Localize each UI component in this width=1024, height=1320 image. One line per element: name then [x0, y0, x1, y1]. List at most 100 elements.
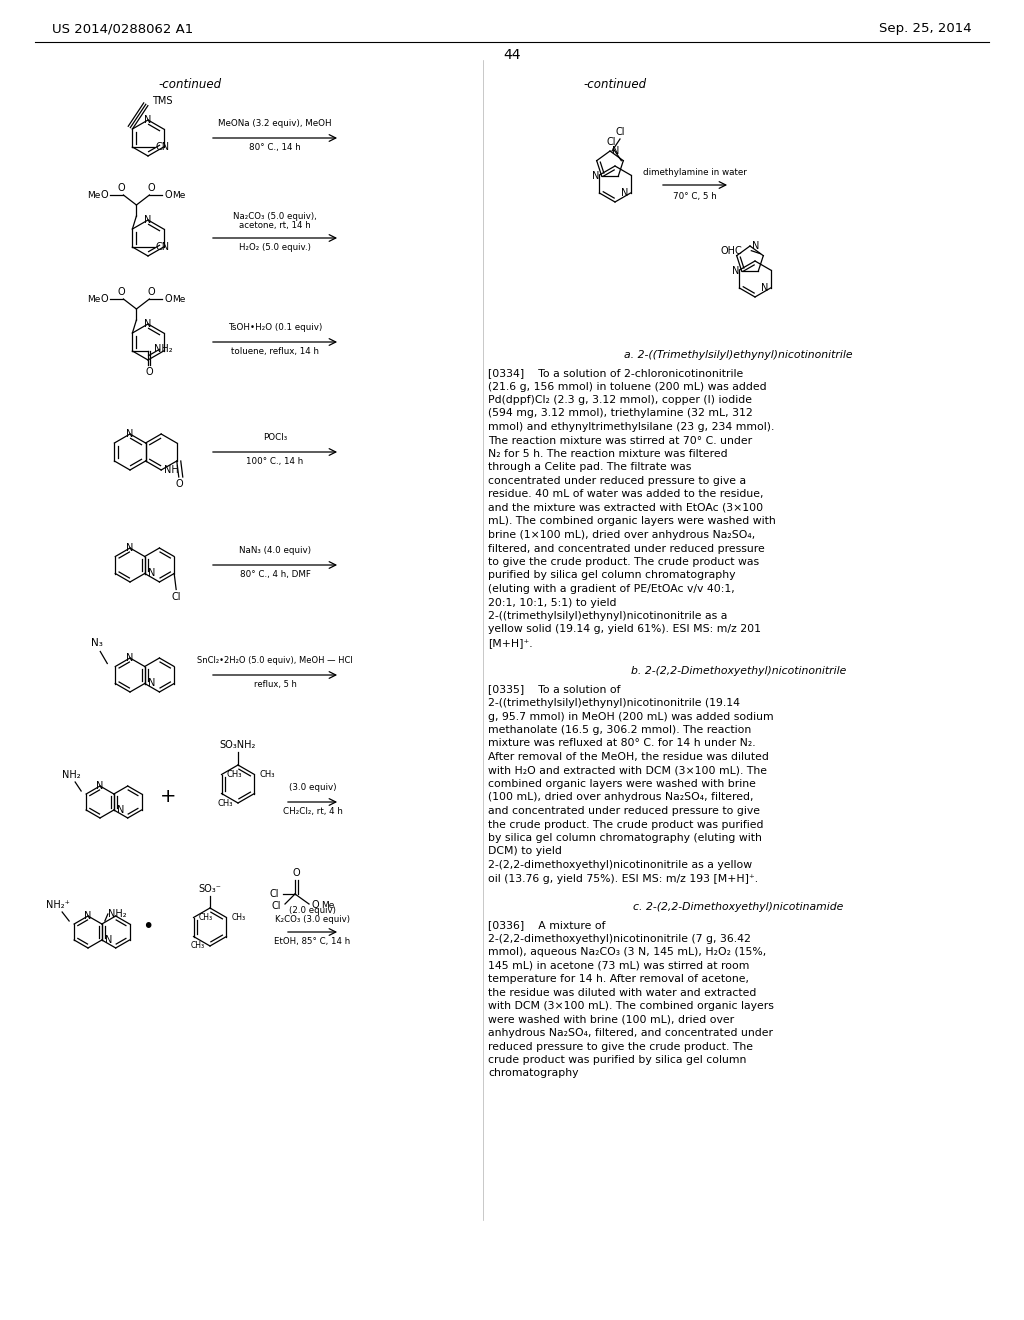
Text: Cl: Cl [269, 888, 279, 899]
Text: crude product was purified by silica gel column: crude product was purified by silica gel… [488, 1055, 746, 1065]
Text: -continued: -continued [159, 78, 221, 91]
Text: [0334]    To a solution of 2-chloronicotinonitrile: [0334] To a solution of 2-chloronicotino… [488, 368, 743, 378]
Text: Sep. 25, 2014: Sep. 25, 2014 [880, 22, 972, 36]
Text: purified by silica gel column chromatography: purified by silica gel column chromatogr… [488, 570, 735, 581]
Text: methanolate (16.5 g, 306.2 mmol). The reaction: methanolate (16.5 g, 306.2 mmol). The re… [488, 725, 752, 735]
Text: N: N [622, 187, 629, 198]
Text: CH₃: CH₃ [231, 913, 246, 921]
Text: anhydrous Na₂SO₄, filtered, and concentrated under: anhydrous Na₂SO₄, filtered, and concentr… [488, 1028, 773, 1038]
Text: Cl: Cl [171, 591, 181, 602]
Text: 2-((trimethylsilyl)ethynyl)nicotinonitrile as a: 2-((trimethylsilyl)ethynyl)nicotinonitri… [488, 611, 727, 620]
Text: N: N [126, 429, 134, 440]
Text: [M+H]⁺.: [M+H]⁺. [488, 638, 532, 648]
Text: and the mixture was extracted with EtOAc (3×100: and the mixture was extracted with EtOAc… [488, 503, 763, 513]
Text: TMS: TMS [152, 96, 172, 106]
Text: [0335]    To a solution of: [0335] To a solution of [488, 685, 621, 694]
Text: [0336]    A mixture of: [0336] A mixture of [488, 920, 605, 931]
Text: SnCl₂•2H₂O (5.0 equiv), MeOH — HCl: SnCl₂•2H₂O (5.0 equiv), MeOH — HCl [198, 656, 353, 665]
Text: a. 2-((Trimethylsilyl)ethynyl)nicotinonitrile: a. 2-((Trimethylsilyl)ethynyl)nicotinoni… [625, 350, 853, 360]
Text: reduced pressure to give the crude product. The: reduced pressure to give the crude produ… [488, 1041, 753, 1052]
Text: mmol), aqueous Na₂CO₃ (3 N, 145 mL), H₂O₂ (15%,: mmol), aqueous Na₂CO₃ (3 N, 145 mL), H₂O… [488, 946, 766, 957]
Text: Na₂CO₃ (5.0 equiv),: Na₂CO₃ (5.0 equiv), [233, 213, 316, 220]
Text: Me: Me [172, 190, 185, 199]
Text: and concentrated under reduced pressure to give: and concentrated under reduced pressure … [488, 807, 760, 816]
Text: -continued: -continued [584, 78, 646, 91]
Text: O: O [100, 294, 109, 304]
Text: acetone, rt, 14 h: acetone, rt, 14 h [240, 220, 311, 230]
Text: N: N [126, 543, 134, 553]
Text: O: O [147, 183, 156, 193]
Text: mL). The combined organic layers were washed with: mL). The combined organic layers were wa… [488, 516, 776, 527]
Text: TsOH•H₂O (0.1 equiv): TsOH•H₂O (0.1 equiv) [227, 323, 323, 333]
Text: brine (1×100 mL), dried over anhydrous Na₂SO₄,: brine (1×100 mL), dried over anhydrous N… [488, 531, 756, 540]
Text: residue. 40 mL of water was added to the residue,: residue. 40 mL of water was added to the… [488, 490, 764, 499]
Text: O: O [147, 286, 156, 297]
Text: N: N [593, 172, 600, 181]
Text: O: O [118, 183, 125, 193]
Text: 20:1, 10:1, 5:1) to yield: 20:1, 10:1, 5:1) to yield [488, 598, 616, 607]
Text: 100° C., 14 h: 100° C., 14 h [247, 457, 304, 466]
Text: chromatography: chromatography [488, 1068, 579, 1078]
Text: N: N [144, 215, 152, 224]
Text: EtOH, 85° C, 14 h: EtOH, 85° C, 14 h [274, 937, 350, 946]
Text: CH₃: CH₃ [190, 941, 205, 950]
Text: (eluting with a gradient of PE/EtOAc v/v 40:1,: (eluting with a gradient of PE/EtOAc v/v… [488, 583, 735, 594]
Text: NH₂: NH₂ [61, 770, 81, 780]
Text: to give the crude product. The crude product was: to give the crude product. The crude pro… [488, 557, 759, 568]
Text: Cl: Cl [606, 137, 616, 147]
Text: N: N [147, 678, 155, 689]
Text: N: N [104, 935, 113, 945]
Text: combined organic layers were washed with brine: combined organic layers were washed with… [488, 779, 756, 789]
Text: Me: Me [321, 900, 335, 909]
Text: oil (13.76 g, yield 75%). ESI MS: m/z 193 [M+H]⁺.: oil (13.76 g, yield 75%). ESI MS: m/z 19… [488, 874, 758, 883]
Text: POCl₃: POCl₃ [263, 433, 287, 442]
Text: H₂O₂ (5.0 equiv.): H₂O₂ (5.0 equiv.) [239, 243, 311, 252]
Text: N: N [147, 569, 155, 578]
Text: NH₂: NH₂ [155, 345, 173, 354]
Text: O: O [118, 286, 125, 297]
Text: N: N [144, 115, 152, 125]
Text: Me: Me [172, 294, 185, 304]
Text: N: N [96, 781, 103, 791]
Text: (3.0 equiv): (3.0 equiv) [289, 783, 336, 792]
Text: (2.0 equiv): (2.0 equiv) [289, 906, 336, 915]
Text: MeONa (3.2 equiv), MeOH: MeONa (3.2 equiv), MeOH [218, 119, 332, 128]
Text: O: O [165, 190, 172, 201]
Text: N: N [84, 911, 92, 921]
Text: CH₃: CH₃ [259, 770, 275, 779]
Text: were washed with brine (100 mL), dried over: were washed with brine (100 mL), dried o… [488, 1015, 734, 1024]
Text: filtered, and concentrated under reduced pressure: filtered, and concentrated under reduced… [488, 544, 765, 553]
Text: NaN₃ (4.0 equiv): NaN₃ (4.0 equiv) [239, 546, 311, 554]
Text: (594 mg, 3.12 mmol), triethylamine (32 mL, 312: (594 mg, 3.12 mmol), triethylamine (32 m… [488, 408, 753, 418]
Text: The reaction mixture was stirred at 70° C. under: The reaction mixture was stirred at 70° … [488, 436, 752, 446]
Text: US 2014/0288062 A1: US 2014/0288062 A1 [52, 22, 194, 36]
Text: NH: NH [164, 465, 179, 475]
Text: c. 2-(2,2-Dimethoxyethyl)nicotinamide: c. 2-(2,2-Dimethoxyethyl)nicotinamide [633, 902, 844, 912]
Text: b. 2-(2,2-Dimethoxyethyl)nicotinonitrile: b. 2-(2,2-Dimethoxyethyl)nicotinonitrile [631, 667, 846, 676]
Text: N: N [752, 242, 760, 251]
Text: 70° C, 5 h: 70° C, 5 h [673, 191, 717, 201]
Text: O: O [293, 869, 300, 878]
Text: yellow solid (19.14 g, yield 61%). ESI MS: m/z 201: yellow solid (19.14 g, yield 61%). ESI M… [488, 624, 761, 635]
Text: Me: Me [87, 190, 100, 199]
Text: temperature for 14 h. After removal of acetone,: temperature for 14 h. After removal of a… [488, 974, 749, 983]
Text: SO₃⁻: SO₃⁻ [199, 884, 221, 894]
Text: 44: 44 [503, 48, 521, 62]
Text: O: O [165, 294, 172, 304]
Text: After removal of the MeOH, the residue was diluted: After removal of the MeOH, the residue w… [488, 752, 769, 762]
Text: CH₃: CH₃ [217, 799, 233, 808]
Text: +: + [160, 788, 176, 807]
Text: CN: CN [156, 242, 170, 252]
Text: N₃: N₃ [91, 639, 103, 648]
Text: NH₂⁺: NH₂⁺ [46, 900, 70, 909]
Text: the residue was diluted with water and extracted: the residue was diluted with water and e… [488, 987, 757, 998]
Text: through a Celite pad. The filtrate was: through a Celite pad. The filtrate was [488, 462, 691, 473]
Text: mixture was refluxed at 80° C. for 14 h under N₂.: mixture was refluxed at 80° C. for 14 h … [488, 738, 756, 748]
Text: with H₂O and extracted with DCM (3×100 mL). The: with H₂O and extracted with DCM (3×100 m… [488, 766, 767, 776]
Text: N: N [144, 319, 152, 329]
Text: 2-(2,2-dimethoxyethyl)nicotinonitrile (7 g, 36.42: 2-(2,2-dimethoxyethyl)nicotinonitrile (7… [488, 933, 751, 944]
Text: •: • [142, 917, 154, 936]
Text: g, 95.7 mmol) in MeOH (200 mL) was added sodium: g, 95.7 mmol) in MeOH (200 mL) was added… [488, 711, 773, 722]
Text: toluene, reflux, 14 h: toluene, reflux, 14 h [231, 347, 319, 356]
Text: O: O [311, 900, 318, 909]
